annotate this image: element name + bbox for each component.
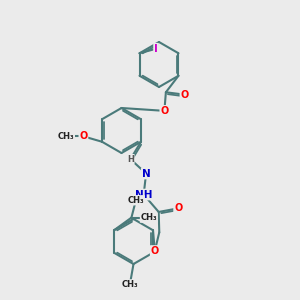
Text: H: H bbox=[127, 154, 134, 164]
Text: CH₃: CH₃ bbox=[140, 213, 157, 222]
Text: I: I bbox=[154, 44, 158, 54]
Text: O: O bbox=[174, 203, 182, 213]
Text: N: N bbox=[142, 169, 151, 178]
Text: CH₃: CH₃ bbox=[122, 280, 138, 289]
Text: O: O bbox=[180, 90, 189, 100]
Text: CH₃: CH₃ bbox=[128, 196, 144, 205]
Text: O: O bbox=[160, 106, 169, 116]
Text: CH₃: CH₃ bbox=[58, 132, 74, 141]
Text: O: O bbox=[151, 246, 159, 256]
Text: O: O bbox=[79, 131, 88, 141]
Text: NH: NH bbox=[135, 190, 152, 200]
